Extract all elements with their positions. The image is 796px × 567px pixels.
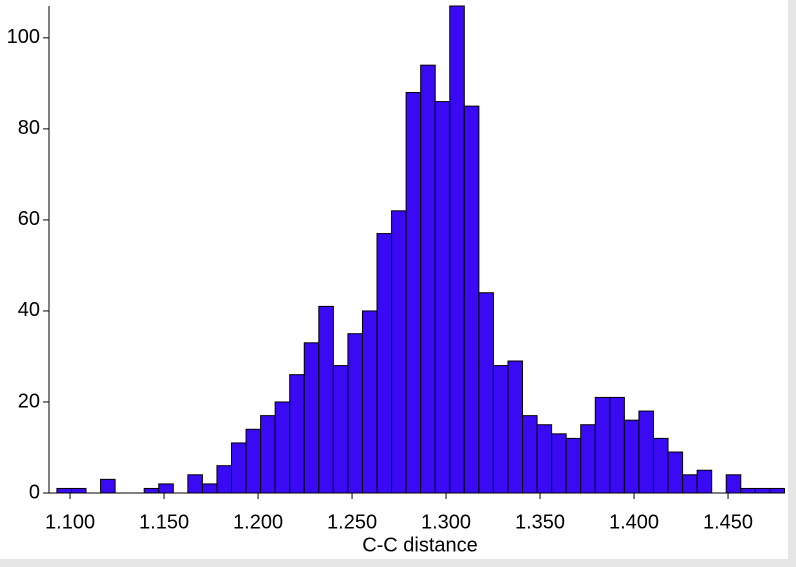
bar [769, 487, 785, 494]
bar [260, 415, 276, 494]
bar [754, 487, 771, 494]
x-tick-label: 1.350 [515, 511, 565, 533]
bar [580, 424, 596, 494]
bar [274, 401, 291, 494]
x-tick-label: 1.200 [233, 511, 283, 533]
bar [332, 365, 349, 494]
bar [216, 465, 233, 494]
bar [565, 437, 582, 494]
bar [376, 233, 393, 494]
bar [201, 483, 218, 494]
bar [391, 210, 407, 494]
bar [420, 64, 436, 494]
bar [522, 415, 538, 494]
bar [623, 419, 640, 494]
bar [492, 365, 509, 494]
bar [551, 433, 567, 494]
y-tick-label: 60 [18, 208, 40, 230]
frame-edge [788, 0, 796, 567]
bar [463, 105, 480, 494]
frame-edge [0, 559, 796, 567]
bar [70, 487, 87, 494]
x-tick-label: 1.300 [421, 511, 471, 533]
bar [361, 310, 378, 494]
bar [158, 483, 174, 494]
y-tick-label: 80 [18, 117, 40, 139]
bar [318, 305, 334, 494]
y-tick-label: 0 [29, 481, 40, 503]
bar [289, 374, 305, 494]
bar [449, 5, 465, 494]
bar [434, 101, 451, 494]
x-tick-label: 1.150 [139, 511, 189, 533]
bar [740, 487, 756, 494]
bar [245, 428, 262, 494]
y-tick-label: 20 [18, 390, 40, 412]
bar [507, 360, 524, 494]
y-tick-label: 100 [7, 26, 40, 48]
x-tick-label: 1.100 [45, 511, 95, 533]
bar [231, 442, 247, 494]
bar [405, 91, 422, 494]
bar [303, 342, 320, 494]
bar [100, 478, 116, 494]
bar [478, 292, 494, 494]
x-tick-label: 1.400 [609, 511, 659, 533]
bar [56, 487, 72, 494]
x-tick-label: 1.450 [703, 511, 753, 533]
bar [187, 474, 203, 494]
x-tick-label: 1.250 [327, 511, 377, 533]
bar [347, 333, 363, 494]
bar [594, 396, 611, 494]
bar [143, 487, 160, 494]
y-tick-label: 40 [18, 299, 40, 321]
bar [536, 424, 553, 494]
bar [609, 396, 625, 494]
bar [652, 437, 669, 494]
bar [682, 474, 698, 494]
bar [638, 410, 654, 494]
bar [725, 474, 742, 494]
x-axis-label: C-C distance [362, 534, 478, 556]
bar [696, 469, 713, 494]
bar [667, 451, 684, 494]
